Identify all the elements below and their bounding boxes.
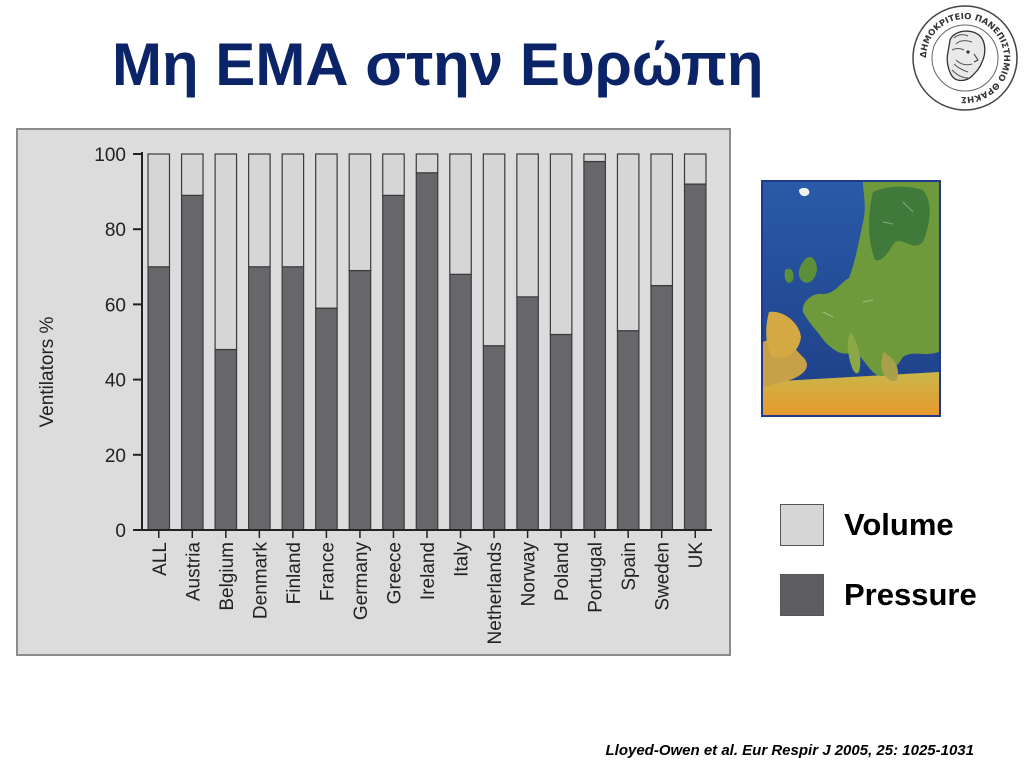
bar-volume-netherlands — [482, 153, 506, 347]
x-tick-label-greece: Greece — [384, 542, 405, 604]
y-tick-label: 80 — [105, 220, 126, 241]
bar-volume-austria — [180, 153, 204, 196]
europe-map-image — [761, 180, 941, 417]
x-axis: ALL Austria Belgium Denmark Finland France Ger… — [142, 529, 712, 644]
x-tick-label-france: France — [317, 542, 338, 601]
x-tick-label-all: ALL — [150, 542, 171, 576]
x-tick-label-germany: Germany — [351, 542, 372, 621]
university-logo: ΔΗΜΟΚΡΙΤΕΙΟ ΠΑΝΕΠΙΣΤΗΜΙΟ ΘΡΑΚΗΣ — [912, 5, 1018, 111]
europe-map-icon — [763, 182, 939, 415]
philosopher-head-icon — [946, 30, 986, 82]
legend-swatch-pressure — [780, 574, 824, 616]
bar-pressure-all — [147, 266, 171, 531]
bar-pressure-sweden — [650, 285, 674, 531]
bar-volume-germany — [348, 153, 372, 272]
y-tick-label: 100 — [94, 145, 126, 166]
y-tick-label: 60 — [105, 295, 126, 316]
bar-pressure-portugal — [583, 160, 606, 531]
x-tick-label-austria: Austria — [183, 542, 204, 602]
bar-pressure-finland — [281, 266, 305, 531]
citation: Lloyed-Owen et al. Eur Respir J 2005, 25… — [605, 742, 974, 759]
x-tick-label-sweden: Sweden — [653, 542, 674, 611]
bar-pressure-ireland — [415, 172, 439, 531]
x-tick-label-belgium: Belgium — [217, 542, 238, 611]
bar-volume-spain — [616, 153, 640, 332]
slide-title: Μη ΕΜΑ στην Ευρώπη — [112, 31, 764, 98]
bar-pressure-france — [315, 307, 338, 531]
bars — [147, 153, 707, 531]
bar-volume-all — [147, 153, 171, 268]
bar-pressure-belgium — [214, 348, 238, 531]
bar-volume-sweden — [650, 153, 674, 287]
bar-pressure-poland — [549, 333, 573, 531]
x-tick-label-denmark: Denmark — [250, 542, 271, 620]
bar-volume-italy — [449, 153, 472, 275]
bar-pressure-austria — [180, 194, 204, 531]
bar-volume-poland — [549, 153, 573, 336]
bar-pressure-denmark — [248, 266, 271, 531]
stacked-bar-chart: 0 20 40 60 80 100 ALL Austria Belgium Denmark Fin… — [37, 145, 712, 644]
x-tick-label-uk: UK — [686, 542, 707, 569]
bar-pressure-italy — [449, 273, 472, 531]
bar-pressure-spain — [616, 330, 640, 531]
y-axis: 0 20 40 60 80 100 — [94, 145, 143, 542]
x-tick-label-netherlands: Netherlands — [485, 542, 506, 644]
y-tick-label: 20 — [105, 446, 126, 467]
bar-volume-belgium — [214, 153, 238, 351]
bar-volume-finland — [281, 153, 305, 268]
x-tick-label-finland: Finland — [284, 542, 305, 604]
y-tick-label: 40 — [105, 371, 126, 392]
bar-volume-portugal — [583, 153, 606, 163]
x-tick-label-spain: Spain — [619, 542, 640, 591]
bar-volume-france — [315, 153, 338, 309]
bar-volume-norway — [516, 153, 539, 298]
x-tick-label-poland: Poland — [552, 542, 573, 601]
legend-label-volume: Volume — [844, 507, 954, 542]
y-tick-label: 0 — [115, 521, 126, 542]
bar-volume-uk — [683, 153, 707, 185]
bar-pressure-greece — [382, 194, 405, 531]
y-axis-label: Ventilators % — [37, 316, 58, 427]
bar-pressure-germany — [348, 269, 372, 531]
bar-volume-denmark — [248, 153, 271, 268]
x-tick-label-italy: Italy — [452, 542, 473, 577]
legend-swatch-volume — [780, 504, 824, 546]
x-tick-label-ireland: Ireland — [418, 542, 439, 600]
bar-pressure-netherlands — [482, 345, 506, 531]
chart-panel: 0 20 40 60 80 100 ALL Austria Belgium Denmark Fin… — [16, 128, 731, 656]
bar-pressure-norway — [516, 296, 539, 531]
x-tick-label-norway: Norway — [519, 542, 540, 607]
legend-label-pressure: Pressure — [844, 577, 977, 612]
bar-volume-greece — [382, 153, 405, 196]
bar-volume-ireland — [415, 153, 439, 174]
x-tick-label-portugal: Portugal — [586, 542, 607, 613]
bar-pressure-uk — [683, 183, 707, 531]
